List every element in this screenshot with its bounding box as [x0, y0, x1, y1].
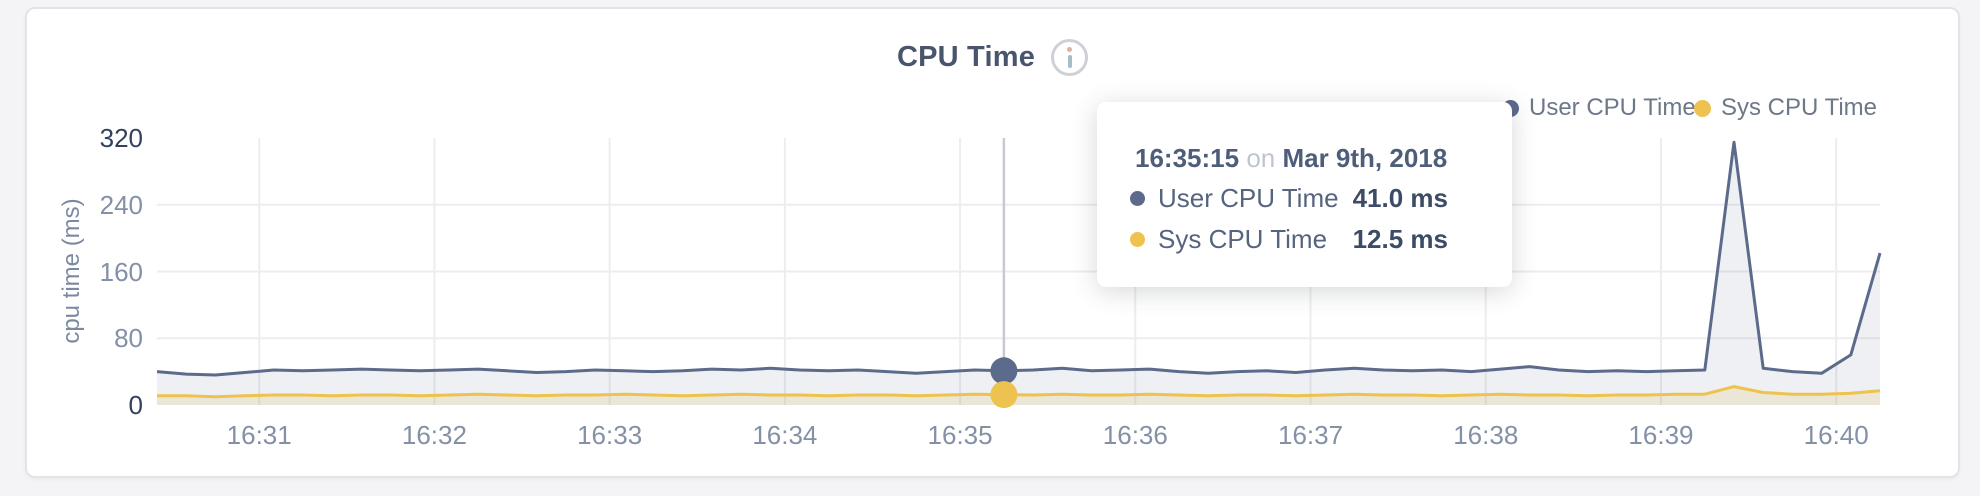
- y-tick-label: 320: [99, 123, 143, 153]
- y-tick-label: 160: [99, 256, 143, 287]
- info-icon-dot: [1067, 46, 1073, 52]
- tooltip-row-user: User CPU Time 41.0 ms: [1130, 178, 1448, 219]
- x-tick-label: 16:39: [1628, 420, 1694, 450]
- tooltip-label-user: User CPU Time: [1158, 183, 1339, 213]
- legend-label-user: User CPU Time: [1529, 94, 1696, 121]
- chart-title: CPU Time: [896, 40, 1036, 73]
- x-tick-label: 16:33: [577, 420, 643, 450]
- x-tick-label: 16:31: [226, 420, 292, 450]
- x-tick-label: 16:38: [1453, 420, 1519, 450]
- legend-item-sys-cpu-time[interactable]: Sys CPU Time: [1694, 94, 1878, 121]
- y-tick-label: 80: [114, 323, 143, 354]
- tooltip-connector: on: [1246, 143, 1276, 173]
- x-tick-label: 16:35: [927, 420, 993, 450]
- tooltip-value-user: 41.0 ms: [1352, 183, 1448, 213]
- tooltip-dot-sys: [1130, 232, 1145, 247]
- chart-header: CPU Time: [25, 34, 1960, 80]
- tooltip-label-sys: Sys CPU Time: [1158, 224, 1328, 254]
- y-tick-label: 240: [99, 189, 143, 220]
- x-tick-label: 16:34: [752, 420, 818, 450]
- x-tick-label: 16:37: [1277, 420, 1344, 450]
- tooltip-value-sys: 12.5 ms: [1352, 224, 1448, 254]
- x-tick-label: 16:36: [1102, 420, 1168, 450]
- info-icon[interactable]: [1051, 38, 1089, 76]
- x-tick-label: 16:32: [401, 420, 467, 450]
- y-tick-label: 0: [128, 390, 143, 420]
- tooltip-dot-user: [1130, 191, 1145, 206]
- legend-dot-sys: [1694, 99, 1711, 117]
- tooltip-time: 16:35:15: [1135, 143, 1240, 173]
- info-icon-stem: [1067, 54, 1072, 68]
- hover-tooltip: 16:35:15 on Mar 9th, 2018 User CPU Time …: [1097, 102, 1512, 287]
- tooltip-date: Mar 9th, 2018: [1282, 143, 1448, 173]
- tooltip-row-sys: Sys CPU Time 12.5 ms: [1130, 219, 1448, 260]
- x-tick-label: 16:40: [1803, 420, 1869, 450]
- legend-item-user-cpu-time[interactable]: User CPU Time: [1502, 94, 1696, 121]
- legend-label-sys: Sys CPU Time: [1721, 94, 1878, 121]
- tooltip-title: 16:35:15 on Mar 9th, 2018: [1130, 138, 1448, 178]
